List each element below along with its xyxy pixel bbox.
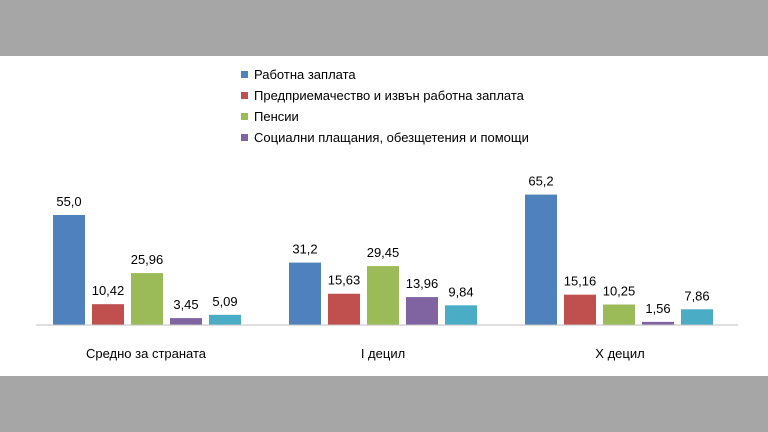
x-tick-label: I децил (361, 346, 405, 361)
data-label: 9,84 (448, 284, 473, 299)
bar (170, 318, 202, 325)
x-tick-label: Средно за страната (86, 346, 207, 361)
legend-swatch (241, 71, 248, 78)
data-label: 15,16 (564, 274, 597, 289)
legend-entry: Пенсии (254, 109, 299, 124)
bar (681, 309, 713, 325)
data-label: 15,63 (328, 273, 361, 288)
data-label: 31,2 (292, 242, 317, 257)
bar (525, 194, 557, 325)
chart-legend: Работна заплата Предприемачество и извън … (241, 67, 529, 145)
x-tick-label: X децил (595, 346, 644, 361)
bar (445, 305, 477, 325)
bar-chart: Работна заплата Предприемачество и извън … (36, 67, 738, 361)
legend-entry: Социални плащания, обезщетения и помощи (254, 130, 529, 145)
data-label: 1,56 (645, 301, 670, 316)
bar (406, 297, 438, 325)
legend-entry: Предприемачество и извън работна заплата (254, 88, 525, 103)
data-label: 5,09 (212, 294, 237, 309)
data-label: 3,45 (173, 297, 198, 312)
bar (367, 266, 399, 325)
bar (209, 314, 241, 325)
bar (642, 321, 674, 325)
bar (289, 262, 321, 325)
data-label: 10,25 (603, 284, 636, 299)
chart-value-labels: 55,0 10,42 25,96 3,45 5,09 31,2 15,63 29,45 13,9… (56, 174, 709, 316)
legend-swatch (241, 134, 248, 141)
bar (92, 304, 124, 325)
bar (53, 215, 85, 325)
chart-bars (53, 194, 713, 325)
legend-swatch (241, 113, 248, 120)
data-label: 13,96 (406, 276, 439, 291)
bar (328, 293, 360, 325)
data-label: 55,0 (56, 194, 81, 209)
data-label: 7,86 (684, 288, 709, 303)
data-label: 65,2 (528, 174, 553, 189)
data-label: 10,42 (92, 283, 125, 298)
chart-category-labels: Средно за страната I децил X децил (86, 346, 645, 361)
data-label: 29,45 (367, 245, 400, 260)
data-label: 25,96 (131, 252, 164, 267)
legend-entry: Работна заплата (254, 67, 356, 82)
legend-swatch (241, 92, 248, 99)
slide-background: Работна заплата Предприемачество и извън … (0, 56, 768, 376)
bar (564, 294, 596, 325)
bar (131, 273, 163, 325)
bar (603, 304, 635, 325)
